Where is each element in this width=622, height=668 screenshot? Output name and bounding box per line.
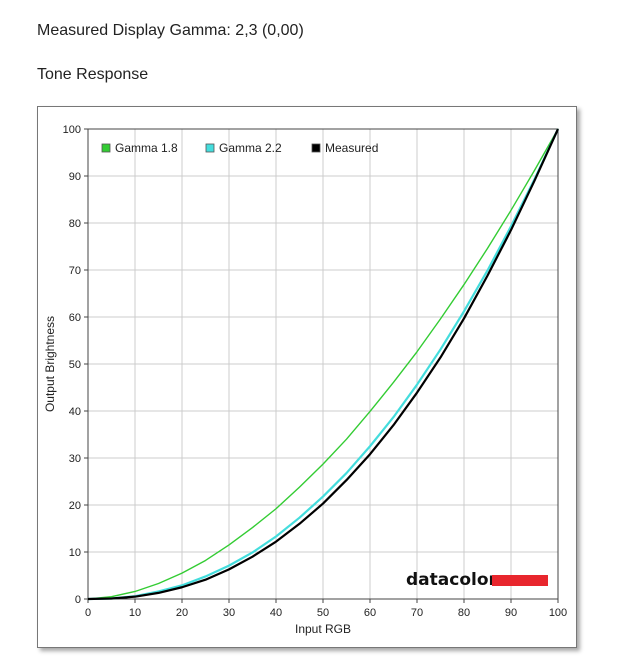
legend-swatch-measured xyxy=(311,143,321,153)
grid-layer xyxy=(87,128,559,600)
y-tick-label: 50 xyxy=(69,359,81,371)
x-tick-label: 50 xyxy=(317,607,329,619)
y-axis-label: Output Brightness xyxy=(43,316,57,412)
y-tick-label: 10 xyxy=(69,547,81,559)
datacolor-logo-text: datacolor xyxy=(406,570,498,590)
tone-response-chart: 0 10 20 30 40 50 60 70 80 90 100 0 10 20 30 40 50 60 70 80… xyxy=(43,124,567,636)
chart-frame: 0 10 20 30 40 50 60 70 80 90 100 0 10 20 30 40 50 60 70 80… xyxy=(37,106,577,648)
y-tick-label: 100 xyxy=(63,124,81,136)
series-line-gamma-2-2 xyxy=(87,128,559,601)
x-tick-label: 30 xyxy=(223,607,235,619)
measured-gamma-heading: Measured Display Gamma: 2,3 (0,00) xyxy=(37,22,304,39)
legend: Gamma 1.8 Gamma 2.2 Measured xyxy=(101,141,378,155)
legend-label-gamma-2-2: Gamma 2.2 xyxy=(219,141,282,155)
x-tick-labels: 0 10 20 30 40 50 60 70 80 90 100 xyxy=(85,599,567,619)
legend-label-gamma-1-8: Gamma 1.8 xyxy=(115,141,178,155)
x-tick-label: 70 xyxy=(411,607,423,619)
x-axis-label: Input RGB xyxy=(295,622,351,636)
tone-response-heading: Tone Response xyxy=(37,66,149,83)
x-tick-label: 10 xyxy=(129,607,141,619)
y-tick-label: 80 xyxy=(69,218,81,230)
y-tick-label: 60 xyxy=(69,312,81,324)
x-tick-label: 100 xyxy=(549,607,567,619)
x-tick-label: 90 xyxy=(505,607,517,619)
series-line-gamma-1-8 xyxy=(87,128,559,600)
y-tick-label: 40 xyxy=(69,406,81,418)
x-tick-label: 20 xyxy=(176,607,188,619)
y-tick-label: 30 xyxy=(69,453,81,465)
datacolor-logo: datacolor xyxy=(406,570,548,590)
x-tick-label: 60 xyxy=(364,607,376,619)
series-line-measured xyxy=(87,128,560,601)
legend-label-measured: Measured xyxy=(325,141,378,155)
x-tick-label: 40 xyxy=(270,607,282,619)
datacolor-logo-bar xyxy=(492,575,548,586)
y-tick-label: 90 xyxy=(69,171,81,183)
series-layer xyxy=(87,128,560,601)
y-tick-label: 20 xyxy=(69,500,81,512)
y-tick-label: 70 xyxy=(69,265,81,277)
y-tick-label: 0 xyxy=(75,594,81,606)
legend-swatch-gamma-2-2 xyxy=(205,143,215,153)
x-tick-label: 80 xyxy=(458,607,470,619)
legend-swatch-gamma-1-8 xyxy=(101,143,111,153)
y-tick-labels: 0 10 20 30 40 50 60 70 80 90 100 xyxy=(63,124,88,606)
x-tick-label: 0 xyxy=(85,607,91,619)
